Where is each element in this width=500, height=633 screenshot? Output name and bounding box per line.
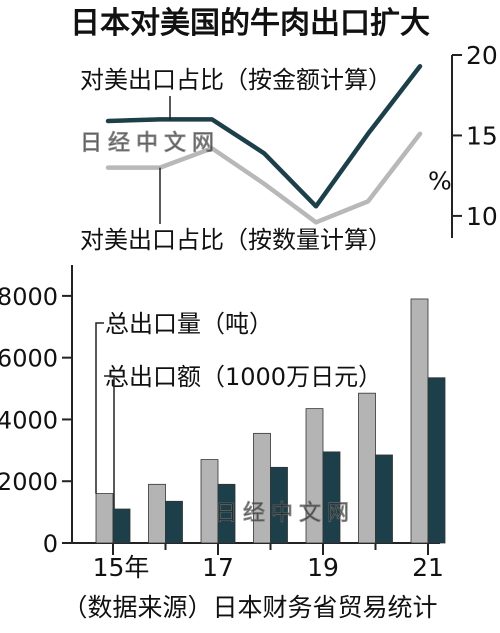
source-note: （数据来源）日本财务省贸易统计	[62, 593, 438, 622]
line-series-label: 对美出口占比（按金额计算）	[80, 66, 392, 94]
bar-x-tick-label: 21	[412, 553, 444, 582]
bar-series-1-bar	[217, 483, 236, 544]
line-series-label: 对美出口占比（按数量计算）	[80, 226, 392, 254]
line-chart-y-axis: 10 15 20%	[428, 41, 498, 238]
bar-chart-series	[95, 298, 446, 544]
line-chart-legend: 对美出口占比（按金额计算） 对美出口占比（按数量计算）	[80, 66, 392, 254]
bar-series-leader	[104, 375, 115, 510]
bar-y-tick-label: 6000	[0, 345, 58, 373]
bar-y-tick-label: 2000	[0, 468, 58, 496]
bar-series-1-bar	[427, 377, 446, 544]
bar-series-1-bar	[270, 466, 288, 544]
bar-series-0-bar	[358, 392, 376, 544]
bar-series-1-bar	[112, 508, 131, 544]
bar-series-1-bar	[165, 500, 183, 544]
line-series-1	[105, 131, 423, 225]
line-y-tick-label: 10	[466, 202, 498, 231]
bar-series-label: 总出口量（吨）	[105, 310, 273, 338]
watermark-text: 日经中文网	[80, 131, 220, 156]
bar-series-leader	[95, 322, 104, 494]
bar-chart-legend: 总出口量（吨） 总出口额（1000万日元）	[95, 310, 382, 510]
line-y-unit-label: %	[428, 167, 452, 196]
bar-series-0-bar	[410, 298, 429, 544]
line-series-0	[105, 64, 423, 209]
bar-x-tick-label: 17	[202, 553, 234, 582]
bar-series-0-bar	[148, 483, 166, 544]
bar-y-tick-label: 4000	[0, 406, 58, 434]
bar-x-tick-label: 19	[307, 553, 339, 582]
bar-y-tick-label: 8000	[0, 283, 58, 311]
line-chart-series	[105, 64, 423, 225]
bar-series-1-bar	[375, 454, 393, 544]
bar-series-label: 总出口额（1000万日元）	[105, 363, 382, 391]
bar-series-0-bar	[253, 432, 271, 544]
bar-series-1-bar	[322, 451, 341, 544]
line-y-tick-label: 20	[466, 41, 498, 70]
line-y-tick-label: 15	[466, 121, 498, 150]
bar-x-tick-label: 15年	[93, 553, 150, 582]
bar-y-tick-label: 0	[43, 530, 58, 558]
chart-title: 日本对美国的牛肉出口扩大	[70, 6, 430, 41]
watermark-text: 日经中文网	[215, 501, 355, 526]
bar-series-0-bar	[95, 493, 114, 544]
